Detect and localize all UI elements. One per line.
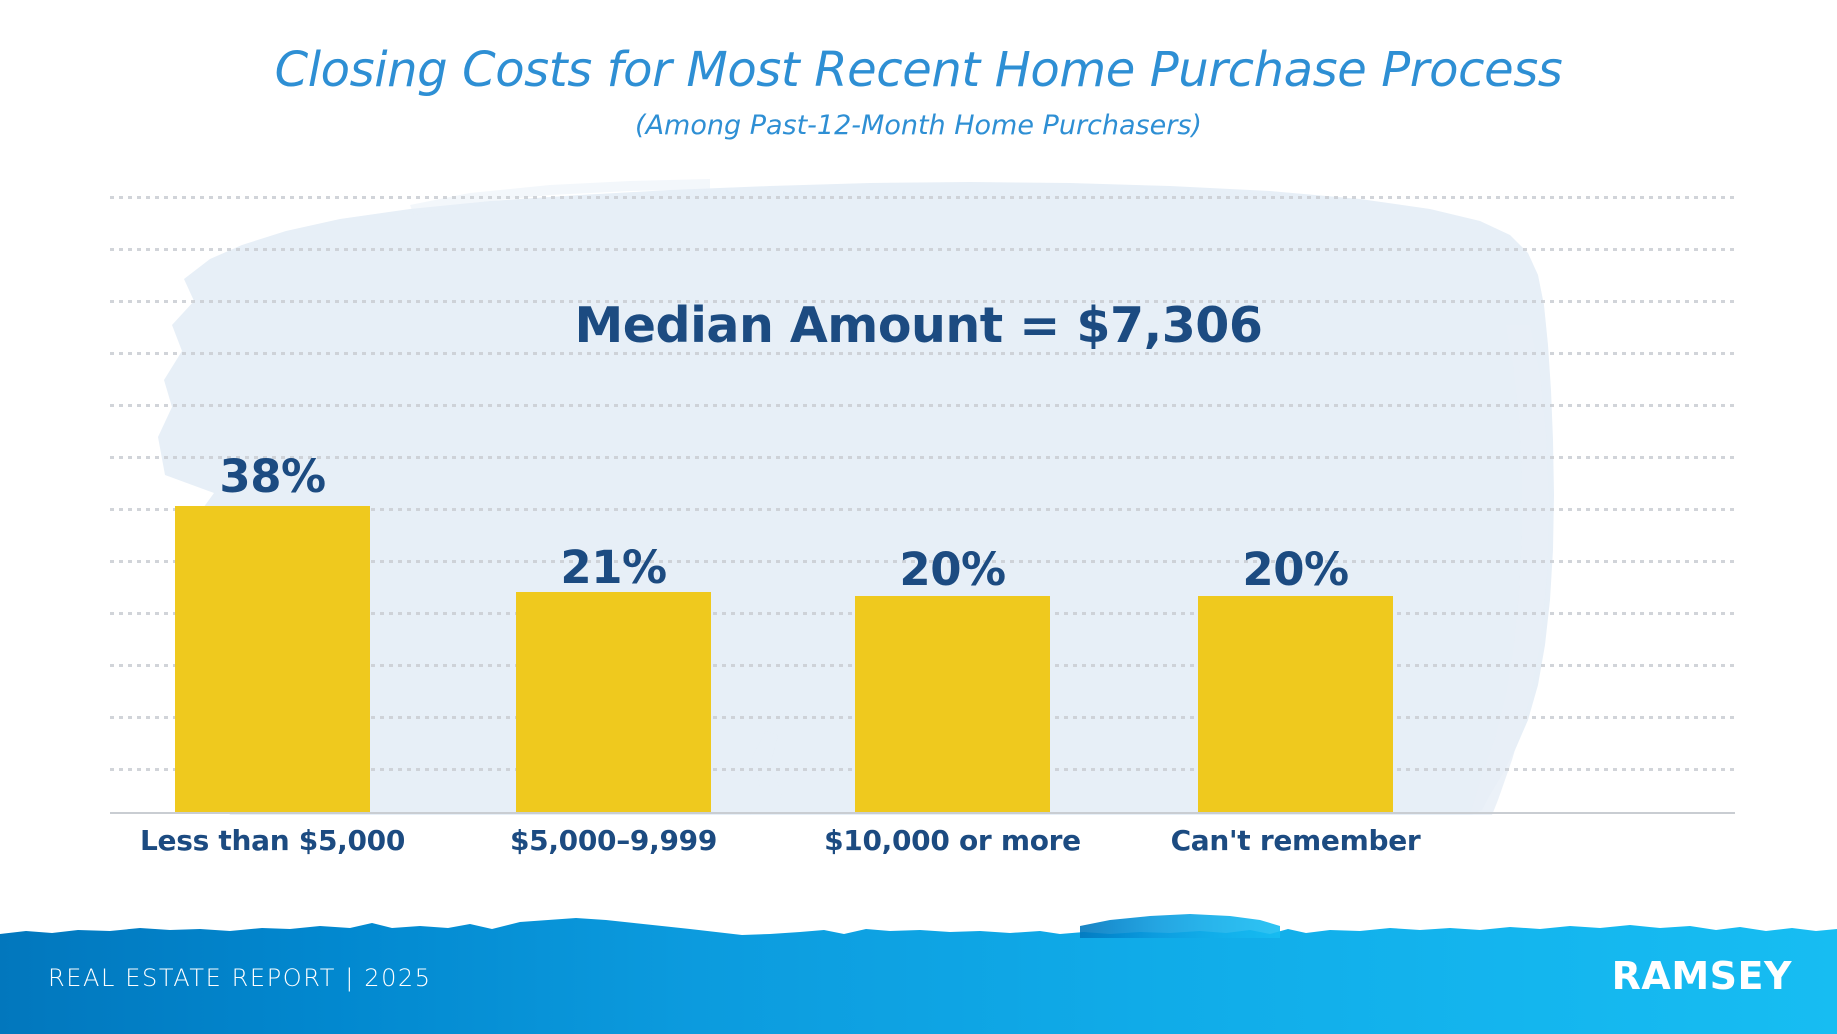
report-label: REAL ESTATE REPORT | 2025 (48, 964, 432, 992)
page-subtitle: (Among Past-12-Month Home Purchasers) (635, 109, 1202, 141)
bar-category-label: Can't remember (1170, 824, 1421, 857)
bar-category-label: $5,000–9,999 (509, 824, 717, 857)
bar-rect[interactable] (175, 506, 370, 812)
bar-group-2: 21% $5,000–9,999 (510, 0, 717, 1034)
footer-bar: REAL ESTATE REPORT | 2025 RAMSEY (0, 904, 1837, 1034)
x-axis-line (110, 812, 1735, 814)
bar-value-label: 21% (560, 541, 667, 594)
ramsey-logo: RAMSEY (1611, 954, 1792, 998)
page-title: Closing Costs for Most Recent Home Purch… (274, 42, 1563, 98)
bar-category-label: $10,000 or more (824, 824, 1081, 857)
bar-group-1: 38% Less than $5,000 (140, 0, 405, 1034)
bar-value-label: 38% (219, 450, 326, 503)
bar-rect[interactable] (1198, 596, 1393, 812)
bar-rect[interactable] (855, 596, 1050, 812)
bar-group-3: 20% $10,000 or more (824, 0, 1081, 1034)
bar-group-4: 20% Can't remember (1171, 0, 1421, 1034)
bar-category-label: Less than $5,000 (139, 824, 406, 857)
median-amount-annotation: Median Amount = $7,306 (574, 297, 1263, 354)
bar-value-label: 20% (1242, 543, 1349, 596)
bar-rect[interactable] (516, 592, 711, 812)
title-block: Closing Costs for Most Recent Home Purch… (0, 44, 1837, 140)
bar-value-label: 20% (899, 543, 1006, 596)
